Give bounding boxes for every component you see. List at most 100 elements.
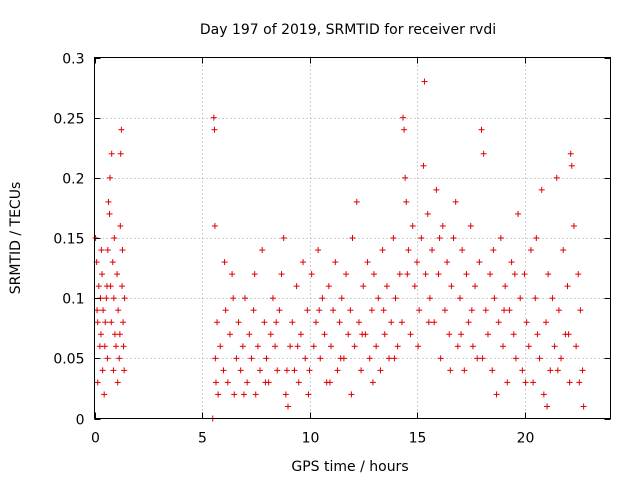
data-point [116,331,123,338]
data-point [217,343,224,350]
data-point [369,379,376,386]
data-point [283,367,290,374]
data-point [431,319,438,326]
data-point [103,295,110,302]
data-point [278,271,285,278]
data-point [230,295,237,302]
data-point [510,331,517,338]
data-point [515,210,522,217]
data-point [421,78,428,85]
data-point [359,331,366,338]
data-point [282,391,289,398]
data-point [437,355,444,362]
data-point [478,126,485,133]
data-point [554,367,561,374]
x-tick-label: 15 [409,431,427,447]
data-point [343,271,350,278]
data-point [504,379,511,386]
data-point [237,367,244,374]
data-point [104,355,111,362]
data-point [381,331,388,338]
data-point [388,319,395,326]
data-point [420,162,427,169]
data-point [501,307,508,314]
data-point [429,247,436,254]
data-point [534,331,541,338]
data-point [474,355,481,362]
data-point [375,295,382,302]
data-point [400,114,407,121]
data-point [568,162,575,169]
data-point [380,307,387,314]
data-point [94,319,101,326]
data-point [418,235,425,241]
data-point [336,319,343,326]
data-point [543,319,549,326]
data-point [411,283,418,290]
data-point [564,283,571,290]
grid-lines [94,57,611,419]
data-point [259,247,266,254]
data-point [371,271,377,278]
data-point [99,271,106,278]
data-point [468,307,475,314]
data-point [407,331,414,338]
data-point [121,295,128,302]
data-point [373,343,380,350]
data-point [401,126,408,133]
data-point [113,343,119,350]
data-point [119,283,126,290]
data-point [487,271,494,278]
data-point [396,271,403,278]
data-point [316,307,323,314]
data-point [391,355,398,362]
data-point [435,271,442,278]
data-point [244,379,251,386]
data-point [235,319,242,326]
data-point [566,379,573,386]
data-point [433,186,440,193]
data-point [212,355,219,362]
data-point [377,367,384,374]
data-point [118,126,125,133]
data-point [577,307,584,314]
data-point [538,186,545,193]
x-tick-label: 20 [517,431,535,447]
data-point [482,307,489,314]
data-point [458,331,465,338]
data-point [110,295,117,302]
data-point [294,343,301,350]
data-point [347,307,354,314]
data-point [115,307,122,314]
data-point [424,210,431,217]
y-tick-label: 0.3 [62,52,84,68]
data-point [436,235,443,241]
y-axis-label: SRMTID / TECUs [8,182,24,295]
data-point [295,379,302,386]
data-point [221,259,228,266]
data-point [519,367,526,374]
data-point [392,295,399,302]
data-point [479,355,486,362]
data-point [109,259,116,266]
data-point [337,355,344,362]
data-point [111,235,118,241]
data-point [233,355,240,362]
data-point [469,343,476,350]
data-point [325,283,332,290]
data-point [506,307,513,314]
data-point [575,271,582,278]
data-point [246,331,253,338]
data-point [106,210,113,217]
data-point [103,283,110,290]
data-point [508,259,515,266]
data-point [364,259,371,266]
data-point [533,235,540,241]
data-point [229,271,236,278]
y-tick-label: 0.15 [53,232,84,248]
data-point [308,271,315,278]
data-point [348,391,355,398]
data-point [212,379,219,386]
data-point [454,343,461,350]
